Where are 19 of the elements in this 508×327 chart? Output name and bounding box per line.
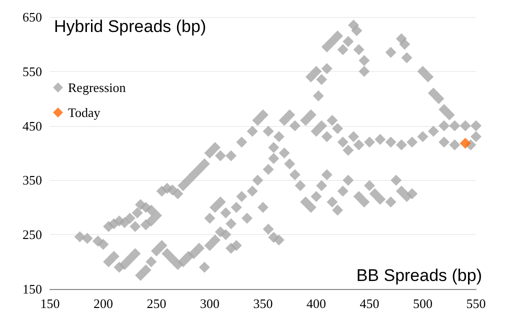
x-axis-title: BB Spreads (bp) — [356, 266, 482, 285]
y-axis-title: Hybrid Spreads (bp) — [54, 17, 206, 36]
x-tick-label: 450 — [360, 296, 380, 311]
x-tick-label: 350 — [253, 296, 273, 311]
y-tick-label: 450 — [22, 118, 42, 134]
y-tick-label: 550 — [22, 64, 42, 79]
y-tick-label: 650 — [22, 10, 42, 24]
x-tick-label: 250 — [146, 296, 166, 311]
x-tick-label: 400 — [306, 296, 326, 311]
legend-label: Today — [68, 105, 101, 120]
x-tick-label: 150 — [40, 296, 60, 311]
y-tick-label: 350 — [22, 172, 42, 188]
x-tick-label: 300 — [200, 296, 220, 311]
x-tick-label: 500 — [413, 296, 432, 311]
y-tick-label: 150 — [22, 282, 42, 296]
y-tick-label: 250 — [22, 227, 42, 242]
x-tick-label: 550 — [466, 296, 486, 311]
x-tick-label: 200 — [94, 296, 113, 311]
legend-label: Regression — [68, 80, 126, 95]
